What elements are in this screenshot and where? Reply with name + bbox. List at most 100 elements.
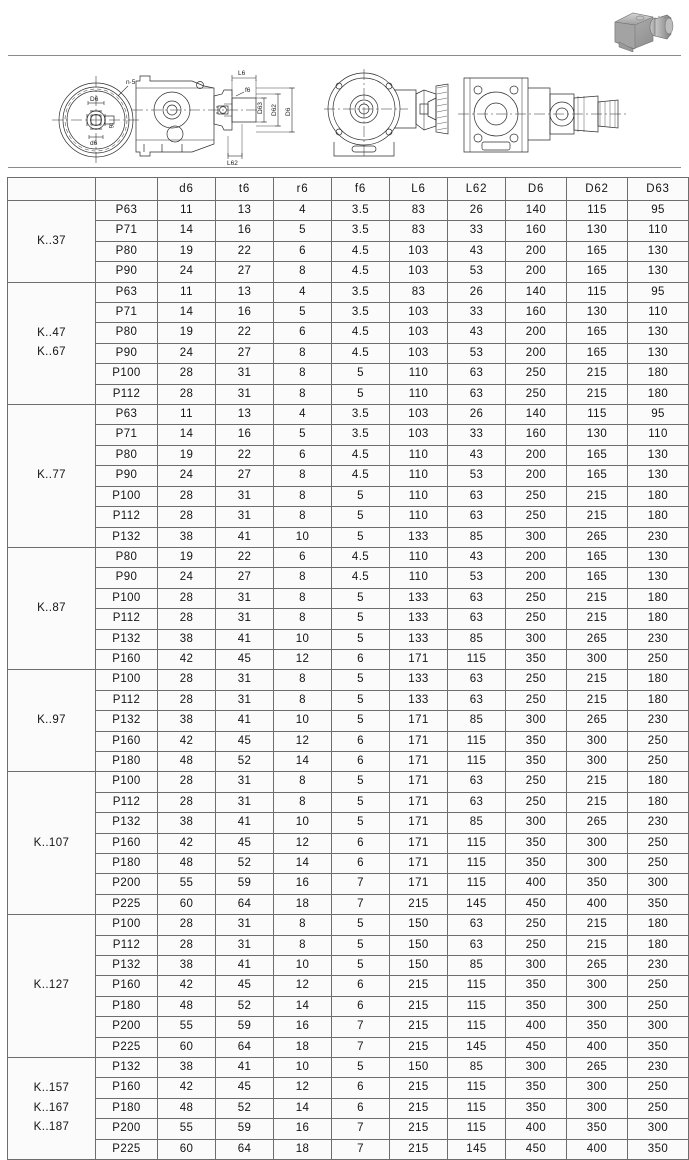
- value-cell-D6: 250: [505, 914, 567, 936]
- value-cell-D62: 115: [566, 404, 628, 426]
- value-cell-D62: 130: [566, 424, 628, 446]
- table-row: P112 28 31 8 5 171 63 250 215 180: [8, 791, 689, 814]
- value-cell-L6: 133: [389, 669, 448, 691]
- value-cell-L6: 171: [389, 730, 448, 752]
- value-cell-L62: 115: [447, 975, 506, 997]
- end-face-view-svg: [324, 69, 449, 159]
- gearbox-thumbnail-svg: [614, 12, 674, 53]
- value-cell-t6: 16: [215, 220, 274, 242]
- value-cell-r6: 5: [273, 424, 332, 446]
- value-cell-d6: 24: [157, 261, 216, 283]
- value-cell-L62: 63: [447, 506, 506, 528]
- value-cell-D63: 250: [627, 750, 689, 773]
- value-cell-t6: 45: [215, 1077, 274, 1099]
- value-cell-L6: 171: [389, 648, 448, 671]
- value-cell-d6: 38: [157, 955, 216, 977]
- value-cell-D6: 350: [505, 975, 567, 997]
- value-cell-D63: 180: [627, 506, 689, 528]
- value-cell-f6: 7: [331, 1016, 390, 1038]
- value-cell-d6: 24: [157, 465, 216, 487]
- value-cell-D63: 180: [627, 914, 689, 936]
- value-cell-D63: 130: [627, 322, 689, 344]
- value-cell-D6: 450: [505, 893, 567, 916]
- value-cell-L62: 85: [447, 1057, 506, 1079]
- value-cell-D62: 215: [566, 791, 628, 814]
- value-cell-t6: 41: [215, 710, 274, 732]
- value-cell-D6: 350: [505, 750, 567, 773]
- value-cell-f6: 5: [331, 1057, 390, 1079]
- value-cell-f6: 3.5: [331, 404, 390, 426]
- value-cell-D63: 230: [627, 812, 689, 834]
- value-cell-D62: 165: [566, 465, 628, 487]
- table-row: P200 55 59 16 7 215 115 400 350 300: [8, 1118, 689, 1140]
- table-row: P90 24 27 8 4.5 103 53 200 165 130: [8, 261, 689, 283]
- value-cell-d6: 38: [157, 1057, 216, 1079]
- value-cell-t6: 27: [215, 342, 274, 365]
- value-cell-f6: 3.5: [331, 424, 390, 446]
- value-cell-D6: 250: [505, 669, 567, 691]
- table-row: P132 38 41 10 5 133 85 300 265 230: [8, 526, 689, 548]
- value-cell-D63: 130: [627, 444, 689, 467]
- value-cell-D63: 180: [627, 587, 689, 610]
- series-label: K..87: [37, 601, 66, 614]
- value-cell-L62: 33: [447, 424, 506, 446]
- value-cell-r6: 12: [273, 1077, 332, 1099]
- motor-size-cell: P160: [95, 730, 158, 752]
- value-cell-D62: 215: [566, 689, 628, 712]
- series-cell: K..87: [7, 546, 96, 671]
- value-cell-D63: 95: [627, 199, 689, 222]
- series-label: K..97: [37, 714, 66, 727]
- value-cell-d6: 55: [157, 1118, 216, 1140]
- motor-size-cell: P132: [95, 710, 158, 732]
- value-cell-f6: 7: [331, 1138, 390, 1160]
- value-cell-L62: 145: [447, 893, 506, 916]
- table-row: P200 55 59 16 7 215 115 400 350 300: [8, 1016, 689, 1038]
- value-cell-D6: 250: [505, 608, 567, 630]
- value-cell-D6: 250: [505, 506, 567, 528]
- value-cell-D62: 350: [566, 1118, 628, 1140]
- header-motor: [95, 177, 158, 201]
- table-row: P200 55 59 16 7 171 115 400 350 300: [8, 873, 689, 895]
- table-row: P112 28 31 8 5 133 63 250 215 180: [8, 608, 689, 630]
- value-cell-L6: 110: [389, 567, 448, 589]
- value-cell-d6: 19: [157, 322, 216, 344]
- table-row: P160 42 45 12 6 171 115 350 300 250: [8, 730, 689, 752]
- motor-size-cell: P100: [95, 587, 158, 610]
- value-cell-D6: 140: [505, 281, 567, 304]
- value-cell-t6: 31: [215, 934, 274, 957]
- value-cell-L6: 215: [389, 1036, 448, 1059]
- value-cell-D62: 165: [566, 261, 628, 283]
- value-cell-L62: 53: [447, 342, 506, 365]
- value-cell-r6: 10: [273, 710, 332, 732]
- value-cell-D62: 165: [566, 444, 628, 467]
- value-cell-r6: 8: [273, 342, 332, 365]
- value-cell-L62: 63: [447, 791, 506, 814]
- value-cell-t6: 41: [215, 955, 274, 977]
- value-cell-D62: 215: [566, 363, 628, 385]
- motor-size-cell: P160: [95, 975, 158, 997]
- label-D62: D62: [271, 104, 278, 116]
- header-L62: L62: [447, 177, 506, 201]
- value-cell-L62: 63: [447, 383, 506, 406]
- value-cell-L62: 85: [447, 628, 506, 650]
- value-cell-D63: 180: [627, 791, 689, 814]
- value-cell-D6: 250: [505, 485, 567, 508]
- value-cell-r6: 18: [273, 1138, 332, 1160]
- value-cell-D63: 180: [627, 608, 689, 630]
- value-cell-L62: 63: [447, 914, 506, 936]
- value-cell-D63: 250: [627, 648, 689, 671]
- header-series: [7, 177, 96, 201]
- header-t6: t6: [215, 177, 274, 201]
- value-cell-D63: 350: [627, 893, 689, 916]
- value-cell-L6: 215: [389, 1016, 448, 1038]
- value-cell-t6: 45: [215, 730, 274, 752]
- value-cell-L62: 63: [447, 934, 506, 957]
- motor-size-cell: P225: [95, 1036, 158, 1059]
- value-cell-D6: 300: [505, 710, 567, 732]
- spec-table-container: d6 t6 r6 f6 L6 L62 D6 D62 D63 K..37 P63 11…: [7, 177, 689, 1160]
- value-cell-D6: 140: [505, 404, 567, 426]
- series-label: K..47: [37, 326, 66, 339]
- value-cell-d6: 14: [157, 220, 216, 242]
- value-cell-L62: 63: [447, 587, 506, 610]
- value-cell-r6: 4: [273, 281, 332, 304]
